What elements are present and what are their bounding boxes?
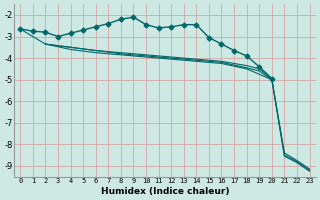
X-axis label: Humidex (Indice chaleur): Humidex (Indice chaleur): [100, 187, 229, 196]
